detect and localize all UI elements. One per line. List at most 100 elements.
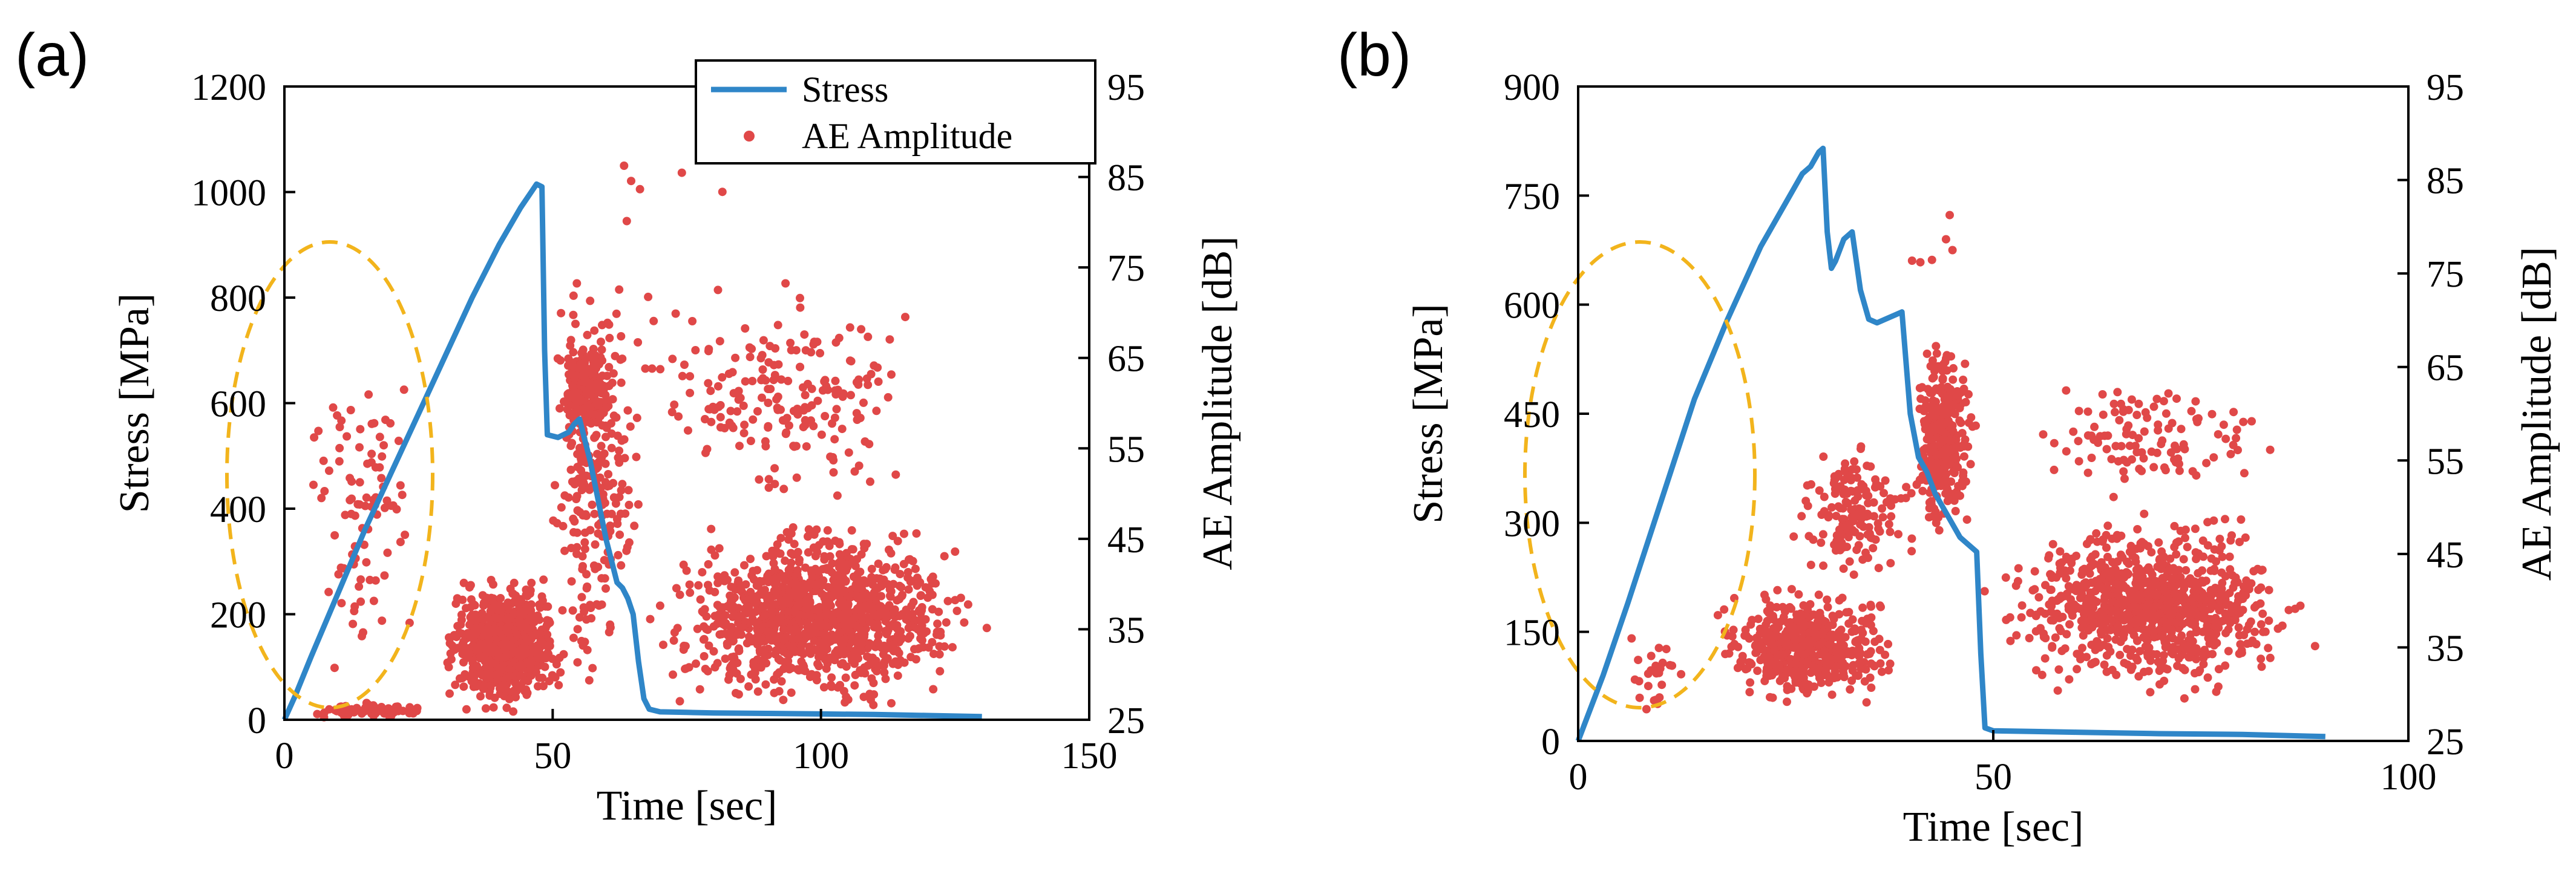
amplitude-point (1875, 634, 1884, 644)
amplitude-point (505, 671, 514, 680)
amplitude-point (2179, 555, 2188, 564)
amplitude-point (2154, 538, 2163, 547)
amplitude-point (867, 564, 876, 573)
amplitude-point (1933, 450, 1942, 459)
amplitude-point (761, 680, 770, 689)
amplitude-point (2192, 625, 2201, 634)
amplitude-point (2069, 427, 2078, 436)
amplitude-point (1630, 675, 1639, 684)
amplitude-point (726, 406, 735, 416)
amplitude-point (2229, 440, 2238, 449)
x-axis-label: Time [sec] (1903, 804, 2084, 850)
amplitude-point (2214, 624, 2223, 632)
amplitude-point (320, 487, 329, 495)
amplitude-point (615, 446, 624, 455)
amplitude-point (928, 605, 937, 614)
amplitude-point (319, 456, 328, 465)
amplitude-point (1856, 507, 1864, 516)
amplitude-point (758, 393, 766, 402)
amplitude-point (459, 637, 468, 646)
amplitude-point (2264, 644, 2273, 653)
amplitude-point (634, 338, 643, 347)
amplitude-point (489, 580, 497, 589)
amplitude-point (560, 546, 569, 555)
amplitude-point (910, 616, 919, 624)
amplitude-point (1760, 653, 1769, 662)
amplitude-point (543, 648, 552, 657)
amplitude-point (2229, 408, 2238, 417)
amplitude-point (739, 401, 748, 410)
amplitude-point (2068, 611, 2077, 620)
amplitude-point (2133, 525, 2142, 533)
amplitude-point (692, 659, 700, 668)
amplitude-point (2244, 621, 2253, 630)
amplitude-point (2160, 587, 2169, 596)
amplitude-point (609, 369, 618, 378)
amplitude-point (749, 661, 758, 670)
amplitude-point (891, 470, 900, 479)
panel-b (1523, 85, 2410, 742)
amplitude-point (465, 583, 474, 592)
amplitude-point (859, 398, 868, 407)
amplitude-point (2111, 635, 2120, 644)
amplitude-point (2073, 665, 2082, 674)
amplitude-point (1924, 385, 1932, 394)
amplitude-point (850, 649, 859, 658)
amplitude-point (1817, 538, 1826, 547)
amplitude-point (2111, 442, 2120, 451)
amplitude-point (1884, 639, 1893, 648)
amplitude-point (904, 585, 913, 594)
y-tick-label: 600 (1504, 285, 1560, 327)
amplitude-point (601, 584, 610, 593)
amplitude-point (617, 561, 626, 570)
amplitude-point (2169, 564, 2178, 573)
amplitude-point (2140, 427, 2149, 436)
amplitude-point (1753, 667, 1762, 675)
amplitude-point (505, 694, 514, 703)
amplitude-point (847, 526, 856, 535)
amplitude-point (2100, 431, 2109, 440)
amplitude-point (1839, 489, 1848, 498)
amplitude-point (870, 361, 879, 370)
amplitude-point (2112, 530, 2122, 540)
amplitude-point (791, 605, 800, 614)
amplitude-point (2137, 466, 2146, 475)
amplitude-point (791, 442, 801, 451)
amplitude-point (582, 390, 591, 399)
amplitude-point (522, 590, 531, 599)
amplitude-point (1884, 666, 1893, 675)
legend-stress-label: Stress (802, 70, 888, 109)
amplitude-point (799, 650, 808, 659)
amplitude-point (744, 682, 753, 691)
amplitude-point (589, 345, 598, 353)
amplitude-point (1815, 608, 1824, 618)
amplitude-point (826, 610, 835, 619)
amplitude-point (749, 415, 758, 424)
amplitude-point (684, 663, 693, 672)
amplitude-point (1644, 682, 1653, 691)
amplitude-point (830, 616, 839, 625)
amplitude-point (2152, 650, 2161, 659)
amplitude-point (2200, 610, 2208, 619)
amplitude-point (686, 388, 695, 397)
amplitude-point (830, 435, 839, 444)
amplitude-point (824, 633, 833, 642)
amplitude-point (864, 332, 873, 341)
amplitude-point (1836, 504, 1845, 513)
x-tick-label: 0 (275, 735, 294, 777)
amplitude-point (490, 624, 499, 633)
amplitude-point (781, 576, 790, 585)
amplitude-point (545, 677, 554, 686)
amplitude-point (735, 442, 744, 451)
amplitude-point (1668, 661, 1677, 670)
amplitude-point (2237, 646, 2246, 655)
amplitude-point (2072, 552, 2080, 560)
amplitude-point (1877, 667, 1886, 676)
amplitude-point (355, 582, 364, 591)
amplitude-point (1835, 525, 1844, 534)
amplitude-point (1934, 362, 1942, 371)
amplitude-point (793, 547, 802, 556)
amplitude-point (569, 291, 578, 300)
amplitude-point (607, 443, 616, 452)
amplitude-point (1658, 658, 1667, 667)
